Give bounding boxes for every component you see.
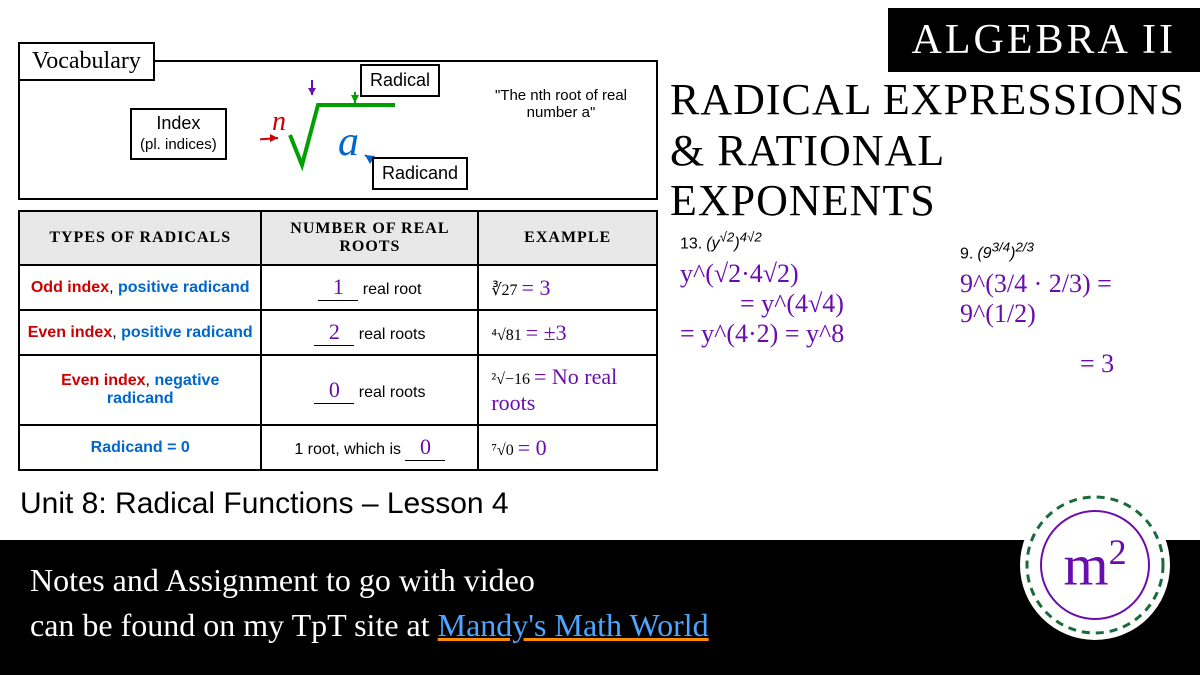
- radical-diagram: n a Index (pl. indices) Radical Radicand…: [18, 60, 658, 200]
- type-cell: Odd index, positive radicand: [19, 265, 261, 310]
- svg-text:a: a: [338, 119, 359, 165]
- problem-13-label: 13.: [680, 235, 702, 252]
- example-cell: ⁴√81 = ±3: [478, 310, 657, 355]
- footer-line2: can be found on my TpT site at: [30, 607, 438, 643]
- example-cell: ∛27 = 3: [478, 265, 657, 310]
- unit-title: Unit 8: Radical Functions – Lesson 4: [20, 487, 509, 521]
- logo-badge: m2: [1020, 490, 1170, 640]
- type-cell: Even index, positive radicand: [19, 310, 261, 355]
- problem-9-expr: (93/4)2/3: [977, 245, 1034, 262]
- type-cell: Radicand = 0: [19, 425, 261, 470]
- table-row: Radicand = 01 root, which is 0⁷√0 = 0: [19, 425, 657, 470]
- table-header-row: TYPES OF RADICALS NUMBER OF REAL ROOTS E…: [19, 211, 657, 265]
- p13-line1: y^(√2·4√2): [680, 259, 844, 289]
- col-types: TYPES OF RADICALS: [19, 211, 261, 265]
- radical-label-box: Radical: [360, 64, 440, 97]
- index-label-box: Index (pl. indices): [130, 108, 227, 160]
- vocab-tab: Vocabulary: [18, 42, 155, 81]
- footer-link[interactable]: Mandy's Math World: [438, 607, 709, 643]
- count-cell: 2 real roots: [261, 310, 478, 355]
- table-row: Odd index, positive radicand1 real root∛…: [19, 265, 657, 310]
- p9-line1: 9^(3/4 · 2/3) = 9^(1/2): [960, 269, 1180, 329]
- svg-text:n: n: [272, 106, 286, 137]
- radicals-table: TYPES OF RADICALS NUMBER OF REAL ROOTS E…: [18, 210, 658, 471]
- p13-line2: = y^(4√4): [740, 289, 844, 319]
- index-sub: (pl. indices): [140, 136, 217, 153]
- logo-ring: [1020, 490, 1170, 640]
- count-cell: 1 root, which is 0: [261, 425, 478, 470]
- col-roots: NUMBER OF REAL ROOTS: [261, 211, 478, 265]
- algebra-badge: ALGEBRA II: [888, 8, 1200, 72]
- problem-13-expr: (y√2)4√2: [706, 235, 762, 252]
- index-label: Index: [156, 113, 200, 133]
- footer-line2-wrap: can be found on my TpT site at Mandy's M…: [30, 603, 1170, 648]
- example-cell: ²√−16 = No real roots: [478, 355, 657, 425]
- worked-problems: 13. (y√2)4√2 y^(√2·4√2) = y^(4√4) = y^(4…: [680, 230, 1180, 480]
- page-title: RADICAL EXPRESSIONS & RATIONAL EXPONENTS: [670, 75, 1190, 227]
- p9-line2: = 3: [1080, 349, 1180, 379]
- p13-line3: = y^(4·2) = y^8: [680, 319, 844, 349]
- table-row: Even index, positive radicand2 real root…: [19, 310, 657, 355]
- col-example: EXAMPLE: [478, 211, 657, 265]
- footer-line1: Notes and Assignment to go with video: [30, 558, 1170, 603]
- count-cell: 1 real root: [261, 265, 478, 310]
- count-cell: 0 real roots: [261, 355, 478, 425]
- problem-9-label: 9.: [960, 245, 973, 262]
- radicand-label-box: Radicand: [372, 157, 468, 190]
- type-cell: Even index, negative radicand: [19, 355, 261, 425]
- example-cell: ⁷√0 = 0: [478, 425, 657, 470]
- table-row: Even index, negative radicand0 real root…: [19, 355, 657, 425]
- description-text: "The nth root of real number a": [486, 87, 636, 121]
